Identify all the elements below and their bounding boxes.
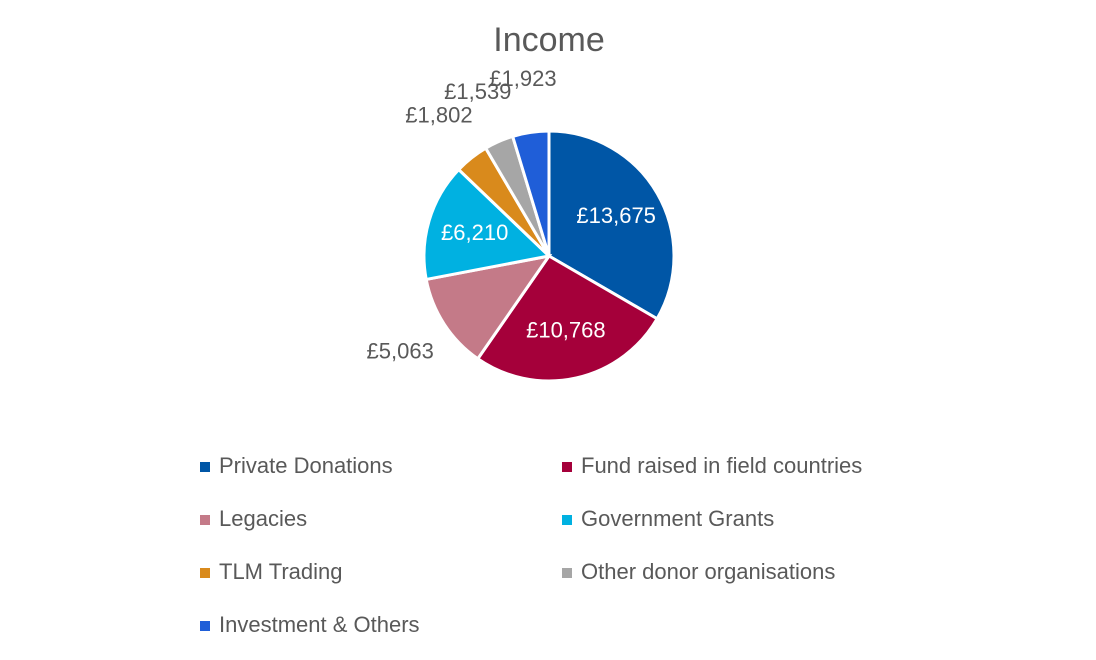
legend-swatch <box>562 515 572 525</box>
data-label: £1,539 <box>444 79 511 104</box>
legend-swatch <box>562 462 572 472</box>
legend-swatch <box>200 462 210 472</box>
pie-slice <box>510 129 551 257</box>
legend-label: Private Donations <box>219 453 393 478</box>
legend-swatch <box>200 515 210 525</box>
pie-slice <box>475 254 660 383</box>
legend-label: Fund raised in field countries <box>581 453 862 478</box>
pie-slice <box>422 167 553 282</box>
legend-label: Legacies <box>219 506 307 531</box>
data-label: £6,210 <box>441 220 508 245</box>
data-label: £1,802 <box>405 103 472 128</box>
legend-label: Other donor organisations <box>581 559 835 584</box>
data-label: £10,768 <box>526 317 606 342</box>
chart-title: Income <box>493 21 605 59</box>
data-label: £5,063 <box>367 339 434 364</box>
legend-swatch <box>200 621 210 631</box>
pie-slice <box>547 129 676 321</box>
legend-label: Investment & Others <box>219 612 420 637</box>
legend-swatch <box>562 568 572 578</box>
legend-label: TLM Trading <box>219 559 343 584</box>
legend-swatch <box>200 568 210 578</box>
data-label: £13,675 <box>576 203 656 228</box>
data-label: £1,923 <box>489 66 556 91</box>
pie-slice <box>424 253 553 361</box>
legend-label: Government Grants <box>581 506 774 531</box>
